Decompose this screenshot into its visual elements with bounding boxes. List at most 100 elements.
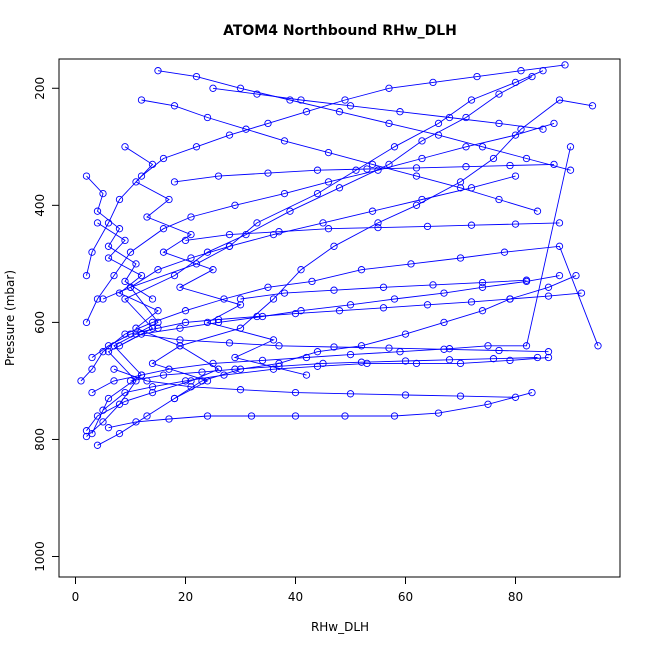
data-point bbox=[121, 236, 129, 245]
data-point bbox=[192, 260, 201, 268]
series-25 bbox=[132, 330, 553, 356]
data-point bbox=[121, 143, 129, 151]
data-point bbox=[440, 318, 448, 327]
y-tick-label: 600 bbox=[33, 311, 47, 334]
data-point bbox=[544, 283, 553, 291]
data-point bbox=[115, 342, 124, 350]
series-line bbox=[124, 146, 307, 376]
data-point bbox=[313, 189, 322, 198]
x-axis-label: RHw_DLH bbox=[311, 620, 369, 634]
data-point bbox=[264, 119, 272, 128]
data-point bbox=[467, 184, 476, 192]
data-point bbox=[539, 125, 547, 133]
data-point bbox=[137, 172, 146, 180]
data-point bbox=[456, 178, 465, 186]
series-24 bbox=[82, 172, 157, 303]
data-point bbox=[143, 412, 151, 420]
series-line bbox=[157, 70, 571, 171]
series-18 bbox=[93, 219, 212, 403]
data-point bbox=[319, 219, 327, 227]
data-point bbox=[357, 342, 366, 350]
data-point bbox=[77, 377, 85, 385]
data-point bbox=[456, 392, 465, 400]
data-point bbox=[313, 166, 322, 174]
data-point bbox=[269, 336, 278, 344]
series-23 bbox=[236, 276, 531, 303]
data-point bbox=[401, 391, 410, 399]
data-point bbox=[473, 72, 481, 81]
data-point bbox=[143, 213, 151, 221]
data-point bbox=[137, 271, 146, 280]
x-tick-label: 0 bbox=[72, 590, 80, 604]
series-line bbox=[91, 146, 571, 393]
data-point bbox=[258, 356, 267, 365]
data-point bbox=[313, 362, 322, 370]
series-22 bbox=[209, 84, 547, 133]
data-point bbox=[154, 318, 162, 327]
data-point bbox=[555, 219, 564, 227]
data-point bbox=[434, 119, 443, 128]
data-point bbox=[489, 154, 498, 163]
data-point bbox=[456, 359, 465, 368]
data-point bbox=[231, 353, 239, 362]
data-point bbox=[214, 172, 223, 180]
data-point bbox=[495, 195, 503, 204]
data-point bbox=[506, 356, 514, 365]
data-point bbox=[418, 137, 426, 145]
data-point bbox=[148, 160, 157, 169]
data-point bbox=[286, 96, 294, 104]
data-point bbox=[176, 342, 184, 350]
data-point bbox=[214, 315, 223, 324]
data-point bbox=[379, 304, 388, 312]
data-point bbox=[203, 377, 212, 385]
series-line bbox=[91, 292, 582, 358]
data-point bbox=[203, 113, 212, 122]
data-point bbox=[478, 143, 487, 151]
data-point bbox=[170, 178, 179, 186]
series-line bbox=[97, 222, 209, 399]
data-point bbox=[330, 343, 338, 351]
data-layer bbox=[77, 61, 602, 449]
series-line bbox=[141, 99, 538, 212]
data-point bbox=[148, 318, 157, 327]
data-point bbox=[269, 230, 278, 239]
data-point bbox=[286, 207, 294, 215]
data-point bbox=[374, 166, 382, 174]
data-point bbox=[181, 318, 190, 327]
series-line bbox=[108, 392, 533, 429]
series-line bbox=[102, 175, 516, 300]
data-point bbox=[363, 359, 371, 368]
series-line bbox=[80, 245, 599, 382]
x-tick-label: 80 bbox=[508, 590, 523, 604]
data-point bbox=[209, 359, 217, 368]
data-point bbox=[346, 102, 355, 110]
data-point bbox=[297, 96, 305, 104]
data-point bbox=[275, 342, 283, 350]
data-point bbox=[324, 225, 333, 233]
data-point bbox=[412, 172, 421, 180]
data-point bbox=[297, 307, 305, 315]
chart-title: ATOM4 Northbound RHw_DLH bbox=[223, 23, 457, 39]
data-point bbox=[82, 318, 91, 327]
data-point bbox=[335, 307, 344, 315]
data-point bbox=[154, 266, 162, 274]
x-tick-label: 60 bbox=[398, 590, 413, 604]
data-point bbox=[104, 254, 113, 262]
data-point bbox=[88, 353, 96, 362]
series-21 bbox=[110, 365, 520, 401]
data-point bbox=[319, 359, 327, 368]
data-point bbox=[236, 386, 245, 394]
data-point bbox=[467, 221, 476, 229]
data-point bbox=[511, 172, 520, 180]
data-point bbox=[181, 307, 190, 315]
data-point bbox=[566, 143, 575, 151]
data-point bbox=[346, 390, 355, 398]
data-point bbox=[231, 365, 239, 373]
data-point bbox=[126, 248, 135, 256]
data-point bbox=[506, 295, 514, 303]
data-point bbox=[203, 412, 212, 420]
data-point bbox=[445, 345, 454, 353]
data-point bbox=[198, 368, 206, 376]
data-point bbox=[203, 318, 212, 327]
